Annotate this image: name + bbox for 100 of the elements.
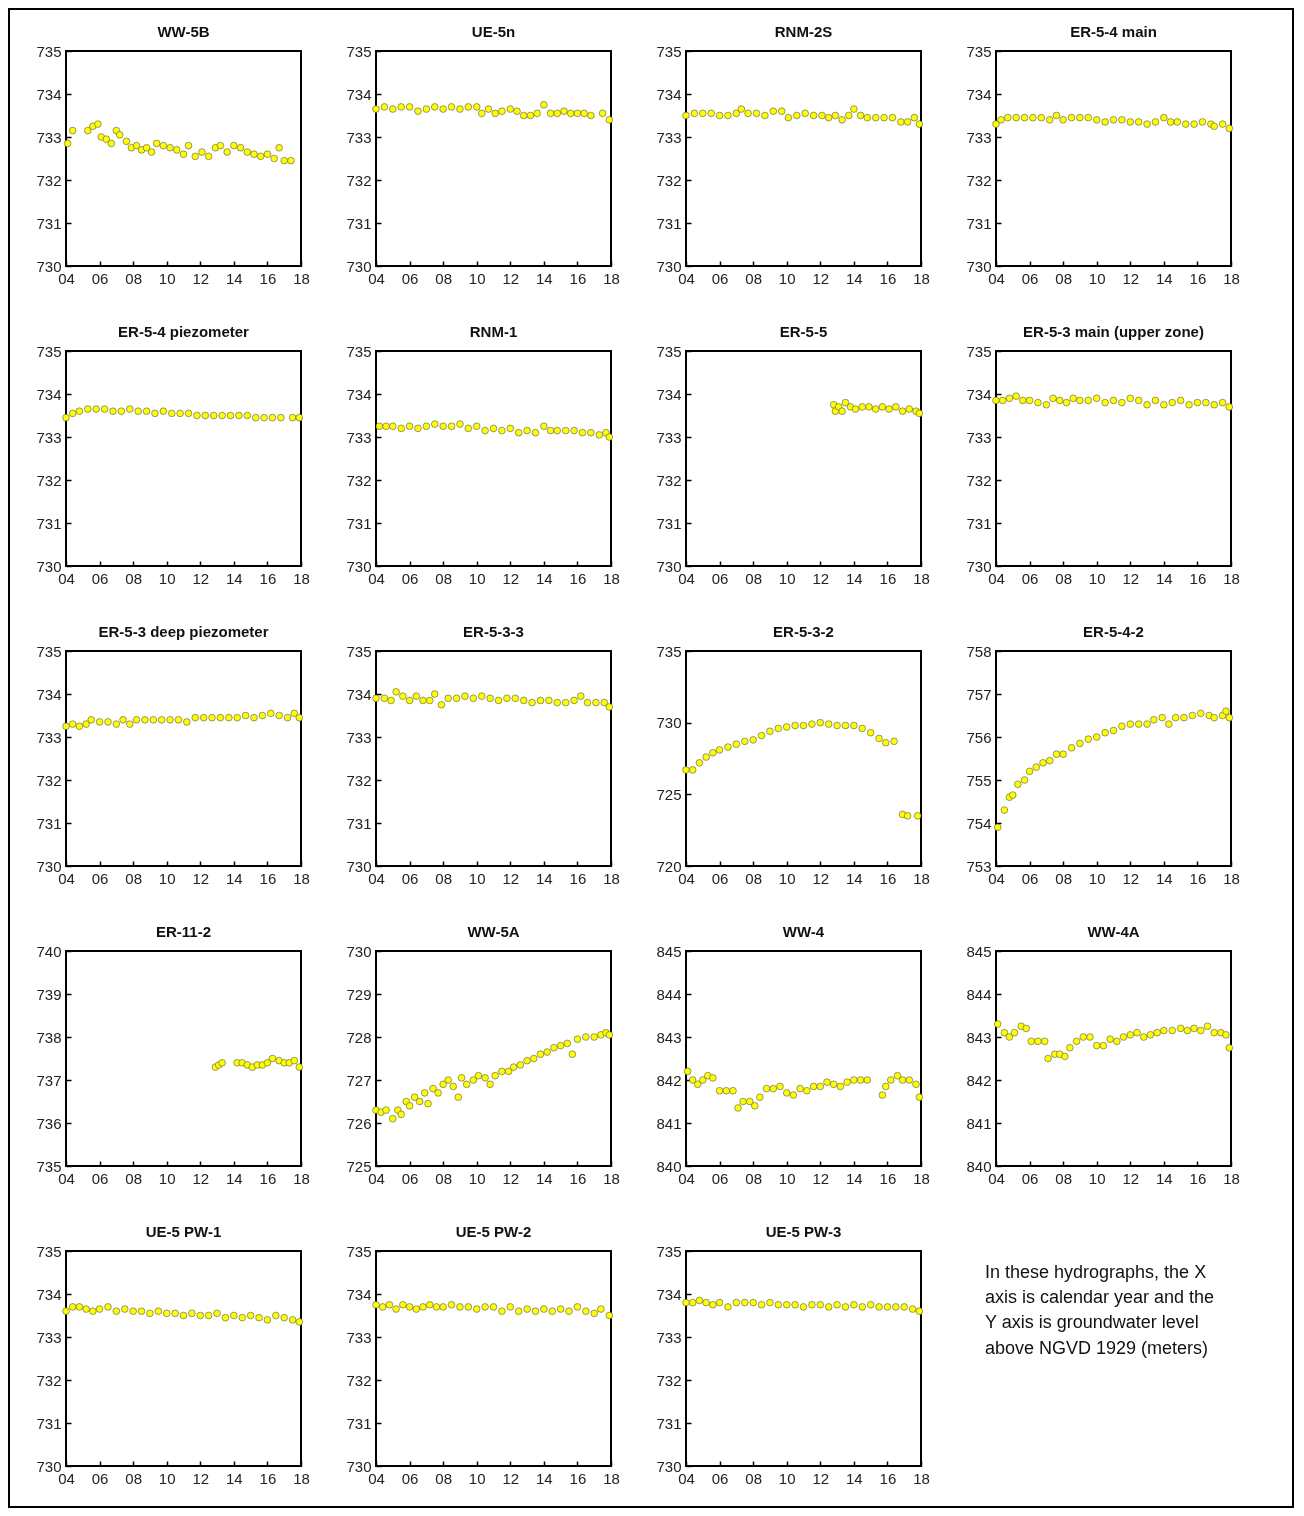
point [783,723,791,731]
point [1190,1024,1198,1033]
y-tick-label: 731 [346,514,372,532]
point [694,1080,702,1088]
x-tick-label: 16 [259,269,277,287]
x-tick-label: 18 [1223,1169,1240,1187]
x-tick-label: 18 [603,1469,620,1487]
point [875,734,883,743]
y-tick-label: 732 [36,471,62,489]
point [1039,759,1047,767]
point [749,1298,757,1307]
x-tick-label: 08 [435,569,452,587]
point [1025,767,1034,776]
point [715,1087,724,1095]
point [1005,1033,1014,1041]
point [583,698,592,707]
point [137,1307,146,1315]
x-tick-label: 08 [1055,869,1072,887]
x-tick-label: 10 [468,269,486,287]
point [866,1301,875,1309]
y-tick-label: 733 [36,728,62,746]
point [533,109,541,117]
chart-title: RNM-2S [774,23,833,40]
point [158,716,166,724]
x-tick-label: 14 [226,869,243,887]
y-tick-label: 728 [346,1028,372,1046]
point [1067,744,1076,752]
y-tick-label: 720 [656,857,682,875]
y-tick-label: 754 [966,814,992,832]
x-tick-label: 10 [158,1169,176,1187]
point [1044,1054,1052,1063]
point [858,724,866,733]
y-tick-label: 730 [36,857,62,875]
point [399,692,407,700]
y-tick-label: 730 [966,557,992,575]
x-tick-label: 14 [536,1169,553,1187]
point [486,1080,494,1088]
point [808,720,816,728]
point [695,759,704,767]
point [1109,726,1118,735]
x-tick-label: 14 [536,1469,553,1487]
point [1210,714,1218,722]
point [766,1298,774,1307]
point [439,105,447,113]
point [580,109,588,117]
x-tick-label: 06 [91,1169,109,1187]
point [82,1305,90,1313]
x-tick-label: 12 [812,569,830,587]
point [1197,1026,1205,1035]
point [389,1115,397,1123]
y-tick-label: 726 [346,1114,372,1132]
point [766,727,774,735]
x-tick-label: 12 [812,1469,830,1487]
x-tick-label: 12 [502,569,520,587]
point [82,720,90,728]
point [486,694,494,702]
y-tick-label: 737 [36,1071,62,1089]
y-tick-label: 844 [966,985,992,1003]
point [739,1097,747,1106]
point [1146,1031,1155,1039]
point [205,1311,213,1320]
point [1225,1044,1233,1052]
point [553,109,561,117]
x-tick-label: 18 [293,1169,310,1187]
point [62,1307,70,1315]
point [1153,1029,1161,1037]
point [1150,716,1158,724]
x-tick-label: 12 [1122,569,1140,587]
x-tick-label: 18 [293,569,310,587]
point [163,1309,171,1317]
point [689,766,697,774]
point [1119,1033,1128,1041]
y-tick-label: 758 [966,642,992,660]
point [682,766,690,774]
x-tick-label: 08 [745,1469,762,1487]
point [250,150,258,158]
point [762,1084,771,1093]
point [994,1020,1002,1028]
chart-title: ER-5-4 main [1070,23,1157,40]
point [238,1314,246,1322]
x-tick-label: 08 [745,1169,762,1187]
point [112,1307,121,1315]
y-tick-label: 730 [656,257,682,275]
point [536,1050,545,1058]
x-tick-label: 16 [569,869,587,887]
chart-title: UE-5 PW-1 [145,1223,222,1240]
y-tick-label: 730 [36,257,62,275]
y-tick-label: 734 [346,385,372,403]
point [893,1072,902,1080]
point [600,698,608,707]
point [1093,1041,1101,1050]
chart-title: ER-5-3-2 [773,623,834,640]
point [405,696,414,705]
y-tick-label: 735 [656,642,682,660]
point [684,1067,692,1076]
x-tick-label: 18 [1223,569,1240,587]
point [573,1035,582,1043]
x-tick-label: 14 [1156,1169,1173,1187]
point [290,709,298,717]
point [473,103,481,111]
